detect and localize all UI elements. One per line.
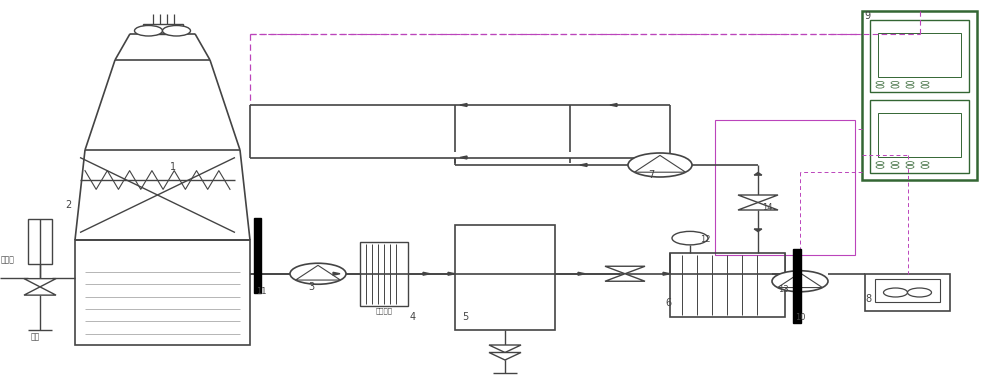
Polygon shape xyxy=(296,266,340,280)
Polygon shape xyxy=(24,279,56,287)
Text: 4: 4 xyxy=(410,312,416,322)
Bar xyxy=(878,113,961,158)
Polygon shape xyxy=(754,172,762,175)
Text: 1: 1 xyxy=(170,162,176,172)
Circle shape xyxy=(772,271,828,292)
Circle shape xyxy=(906,165,914,168)
Circle shape xyxy=(908,288,932,297)
Circle shape xyxy=(891,85,899,88)
Polygon shape xyxy=(333,272,340,275)
Circle shape xyxy=(921,85,929,88)
Circle shape xyxy=(906,81,914,84)
Polygon shape xyxy=(423,272,430,275)
Text: 排水: 排水 xyxy=(30,332,40,341)
Circle shape xyxy=(891,81,899,84)
Polygon shape xyxy=(24,287,56,295)
Circle shape xyxy=(134,26,162,36)
Polygon shape xyxy=(489,345,521,352)
Text: 13: 13 xyxy=(778,285,789,294)
Polygon shape xyxy=(605,266,645,274)
Text: 5: 5 xyxy=(462,312,468,322)
Polygon shape xyxy=(634,155,686,172)
Text: 工艺介质: 工艺介质 xyxy=(376,308,392,314)
Circle shape xyxy=(628,153,692,177)
Bar xyxy=(360,242,408,306)
Bar xyxy=(875,279,940,302)
Circle shape xyxy=(290,263,346,284)
Text: 8: 8 xyxy=(865,294,871,304)
Bar xyxy=(715,120,855,255)
Bar xyxy=(862,11,977,180)
Circle shape xyxy=(921,165,929,168)
Polygon shape xyxy=(578,272,585,275)
Circle shape xyxy=(906,162,914,165)
Polygon shape xyxy=(738,202,778,210)
Polygon shape xyxy=(460,156,467,159)
Circle shape xyxy=(876,81,884,84)
Bar xyxy=(143,24,183,34)
Text: 7: 7 xyxy=(648,170,654,180)
Circle shape xyxy=(672,231,708,245)
Polygon shape xyxy=(448,272,455,275)
Circle shape xyxy=(884,288,908,297)
Polygon shape xyxy=(663,272,670,275)
Bar xyxy=(793,249,801,322)
Polygon shape xyxy=(489,352,521,360)
Bar xyxy=(870,100,969,172)
Bar xyxy=(254,217,261,292)
Circle shape xyxy=(163,26,191,36)
Polygon shape xyxy=(460,104,467,106)
Bar xyxy=(670,253,785,317)
Circle shape xyxy=(921,81,929,84)
Text: 14: 14 xyxy=(762,203,772,212)
Bar xyxy=(878,33,961,77)
Text: 9: 9 xyxy=(864,10,870,21)
Bar xyxy=(28,219,52,264)
Text: 6: 6 xyxy=(665,297,671,307)
Text: 12: 12 xyxy=(700,235,710,244)
Polygon shape xyxy=(580,164,587,166)
Bar xyxy=(75,240,250,345)
Circle shape xyxy=(876,85,884,88)
Circle shape xyxy=(876,162,884,165)
Text: 10: 10 xyxy=(795,314,806,322)
Circle shape xyxy=(891,165,899,168)
Polygon shape xyxy=(738,195,778,202)
Text: 11: 11 xyxy=(256,287,266,296)
Polygon shape xyxy=(754,229,762,231)
Circle shape xyxy=(876,165,884,168)
Text: 2: 2 xyxy=(65,200,71,210)
Circle shape xyxy=(921,162,929,165)
Bar xyxy=(870,20,969,92)
Polygon shape xyxy=(605,274,645,281)
Bar xyxy=(455,225,555,330)
Polygon shape xyxy=(610,104,617,106)
Text: 3: 3 xyxy=(308,282,314,292)
Polygon shape xyxy=(778,273,822,288)
Bar xyxy=(865,274,950,311)
Circle shape xyxy=(891,162,899,165)
Circle shape xyxy=(906,85,914,88)
Text: 补充水: 补充水 xyxy=(1,255,15,264)
